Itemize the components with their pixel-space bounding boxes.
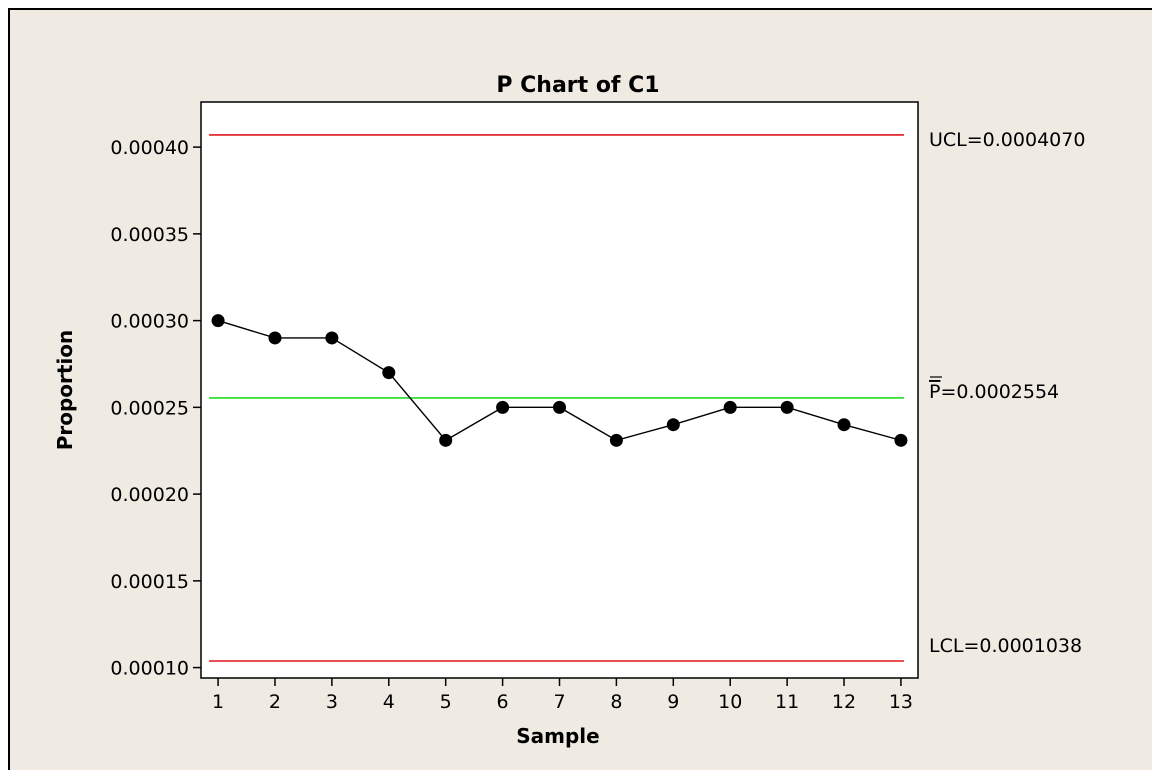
data-point bbox=[666, 418, 680, 432]
plot-area bbox=[200, 101, 919, 679]
x-tick-label: 7 bbox=[553, 691, 565, 713]
x-tick-label: 6 bbox=[497, 691, 509, 713]
x-tick-label: 1 bbox=[212, 691, 224, 713]
data-point bbox=[382, 366, 396, 380]
x-tick-label: 2 bbox=[269, 691, 281, 713]
x-tick-label: 10 bbox=[718, 691, 742, 713]
data-point bbox=[553, 400, 566, 414]
ucl-label: UCL=0.0004070 bbox=[929, 129, 1085, 151]
x-axis: 1 2 3 4 5 6 7 8 9 10 11 12 13 bbox=[212, 678, 913, 713]
data-point bbox=[894, 433, 908, 447]
data-point bbox=[496, 400, 510, 414]
x-tick-label: 12 bbox=[832, 691, 856, 713]
data-point bbox=[268, 331, 282, 345]
data-series bbox=[211, 314, 908, 447]
p-chart: P Chart of C1 0.000100.000150.000200.000… bbox=[53, 73, 1085, 748]
y-tick-label: 0.00015 bbox=[110, 571, 189, 593]
data-point bbox=[325, 331, 339, 345]
chart-title: P Chart of C1 bbox=[496, 73, 659, 98]
x-tick-label: 9 bbox=[667, 691, 679, 713]
control-limits bbox=[209, 134, 904, 662]
chart-frame: P Chart of C1 0.00010 0.00015 0.00020 0.000… bbox=[8, 8, 1152, 770]
y-tick-label: 0.00010 bbox=[110, 658, 189, 680]
y-tick-label: 0.00020 bbox=[110, 484, 189, 506]
data-point bbox=[723, 400, 737, 414]
data-point bbox=[439, 433, 453, 447]
y-axis-title: Proportion bbox=[53, 330, 77, 451]
x-tick-label: 13 bbox=[889, 691, 913, 713]
p-bar-value: =0.0002554 bbox=[940, 381, 1059, 403]
data-point bbox=[609, 433, 623, 447]
data-point bbox=[211, 314, 225, 328]
center-line-label: P=0.0002554 bbox=[929, 381, 1059, 403]
y-tick-label: 0.00025 bbox=[110, 397, 189, 419]
y-tick-label: 0.00040 bbox=[110, 137, 189, 159]
x-tick-label: 5 bbox=[440, 691, 452, 713]
p-bar-symbol: P bbox=[929, 381, 940, 403]
x-tick-label: 4 bbox=[383, 691, 395, 713]
y-axis: 0.00010 0.00015 0.00020 0.00025 0.00030 0.000… bbox=[110, 137, 201, 680]
x-axis-title: Sample bbox=[516, 724, 599, 748]
lcl-label: LCL=0.0001038 bbox=[929, 635, 1082, 657]
x-tick-label: 3 bbox=[326, 691, 338, 713]
data-point bbox=[837, 418, 851, 432]
y-tick-label: 0.00035 bbox=[110, 224, 189, 246]
x-tick-label: 11 bbox=[775, 691, 799, 713]
y-tick-label: 0.00030 bbox=[110, 311, 189, 333]
data-point bbox=[780, 400, 794, 414]
x-tick-label: 8 bbox=[610, 691, 622, 713]
